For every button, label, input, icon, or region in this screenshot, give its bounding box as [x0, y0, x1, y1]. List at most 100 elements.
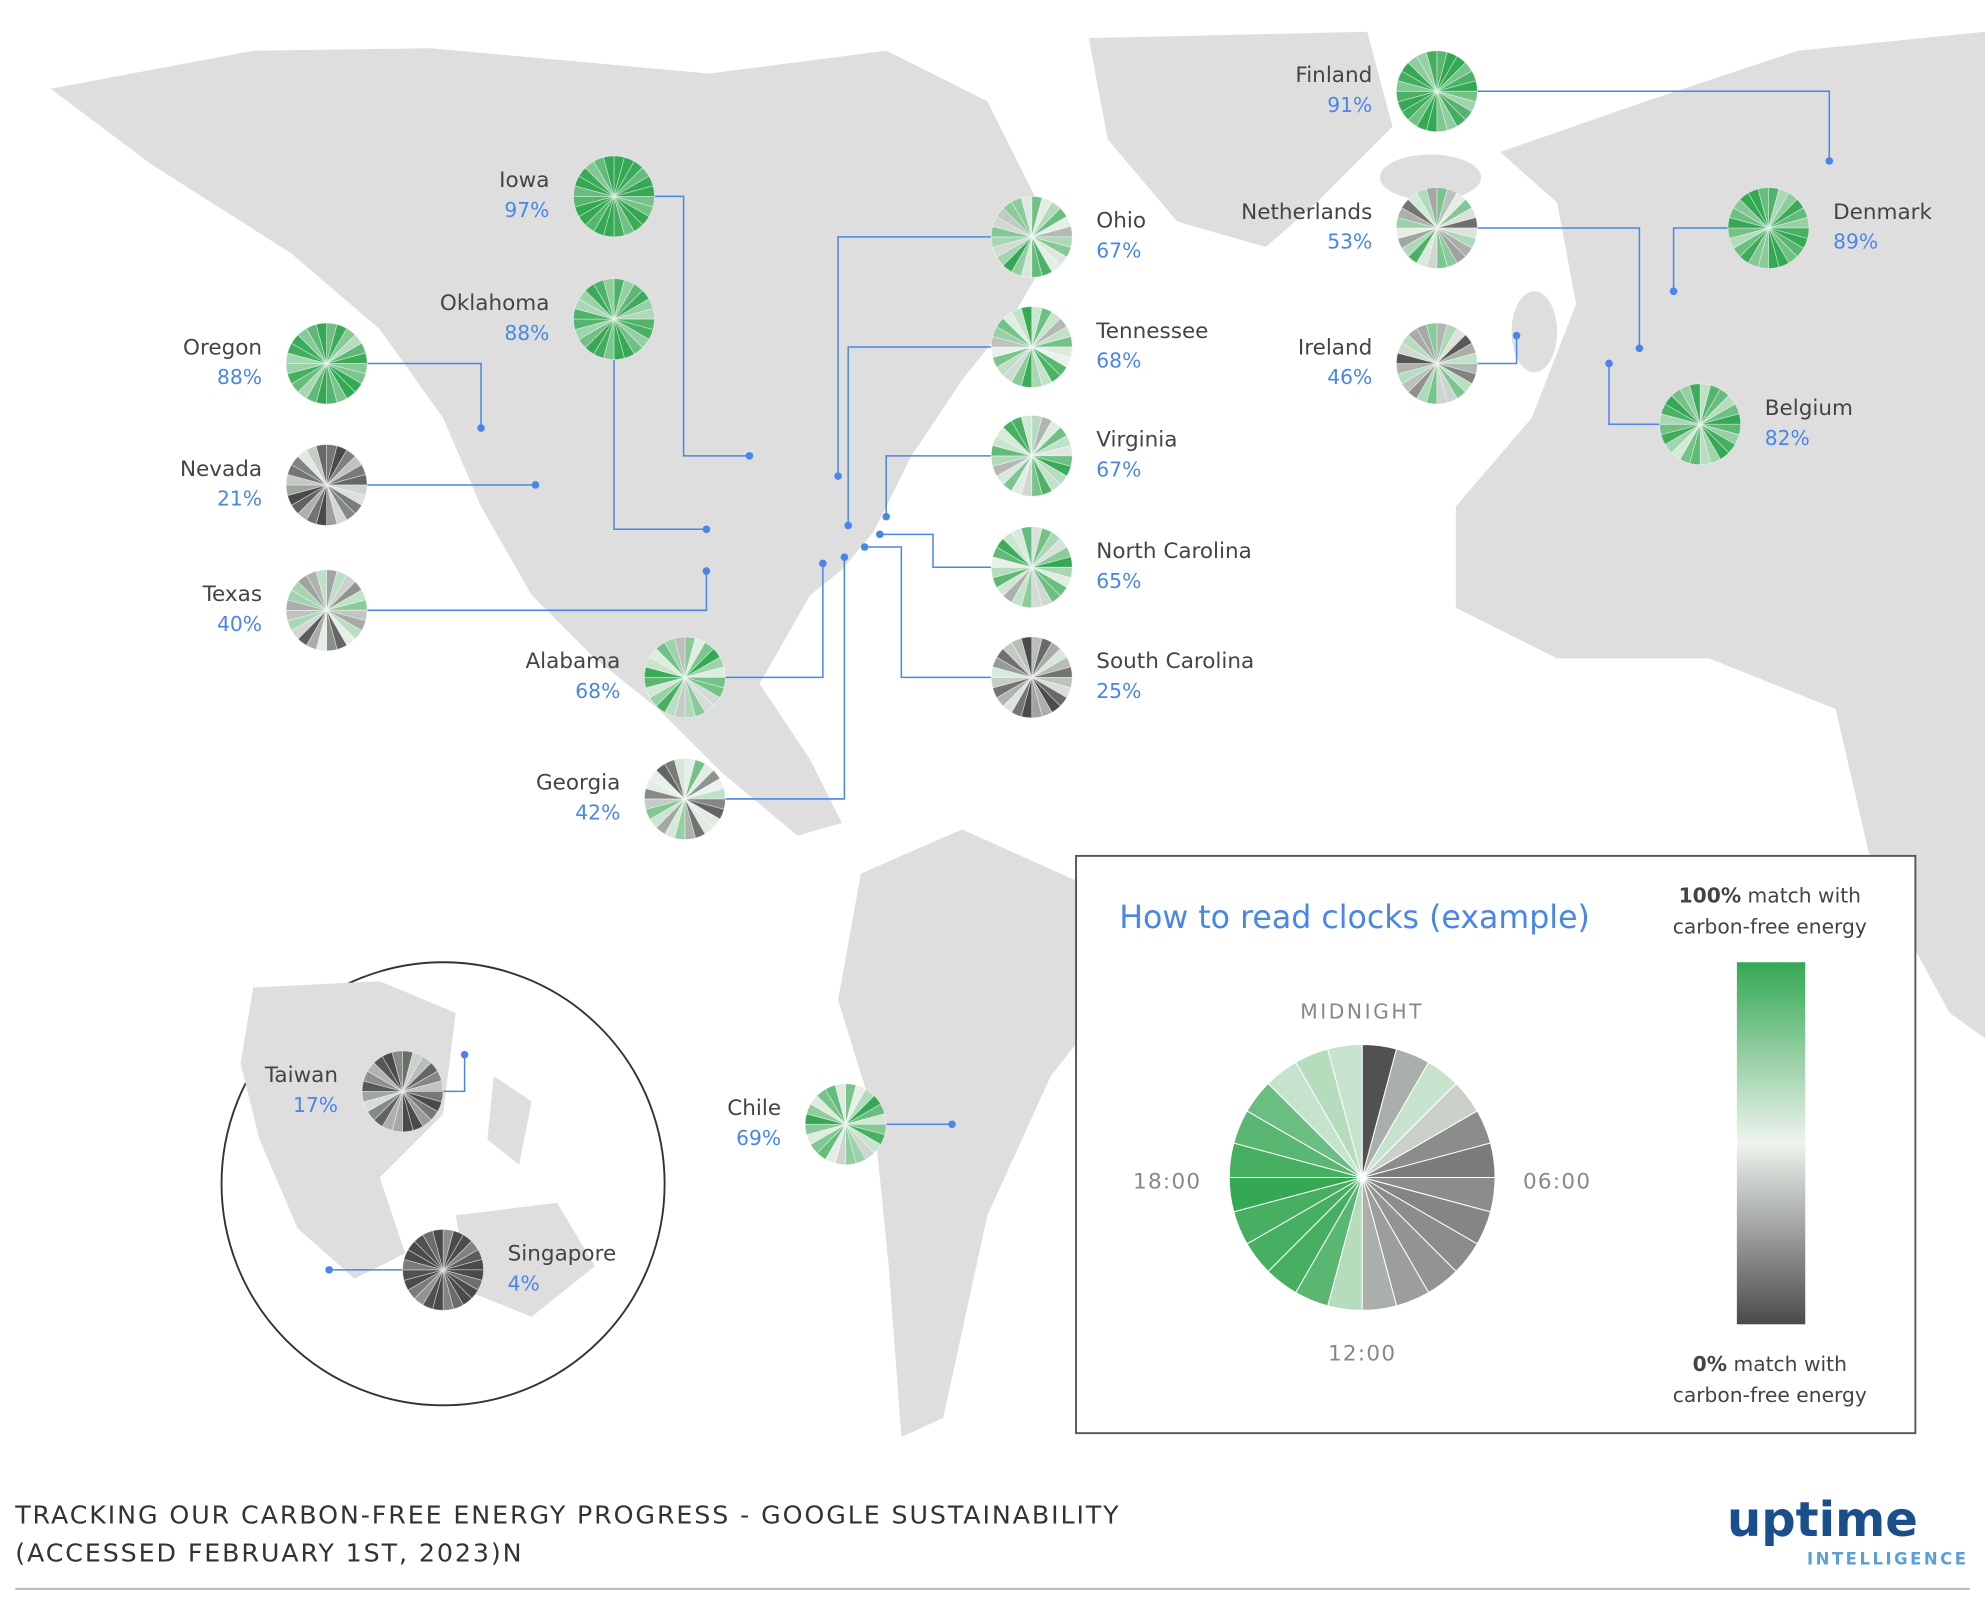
location-dot [876, 530, 884, 539]
location-dot [531, 481, 540, 489]
footer-line: (ACCESSED FEBRUARY 1ST, 2023)N [15, 1539, 523, 1568]
location-dot [1669, 287, 1678, 296]
leader-line [837, 236, 992, 477]
site-percent: 69% [736, 1126, 781, 1150]
site-percent: 67% [1096, 239, 1141, 263]
location-dot [477, 424, 485, 432]
leader-line [1477, 90, 1831, 161]
site-name: Belgium [1765, 396, 1853, 421]
site-percent: 65% [1096, 569, 1141, 593]
site-name: Tennessee [1095, 319, 1208, 344]
site-percent: 17% [293, 1093, 338, 1117]
location-dot [702, 525, 711, 534]
greenland [1088, 31, 1393, 247]
leader-line [847, 346, 992, 526]
location-dot [860, 543, 869, 551]
site-percent: 67% [1096, 458, 1141, 482]
clock-wedge [603, 155, 615, 197]
site-percent: 97% [504, 198, 549, 222]
scale-top: 100% match with [1679, 883, 1861, 907]
site-percent: 82% [1765, 426, 1810, 450]
clock-wedge [1425, 187, 1438, 229]
uk [1511, 291, 1558, 373]
site-percent: 46% [1327, 365, 1372, 389]
leader-line [725, 563, 824, 679]
site-name: Chile [727, 1096, 781, 1121]
scale-top-rest: match with [1741, 883, 1861, 907]
asia-inset-land [240, 981, 595, 1317]
clock-wedge [1425, 322, 1438, 364]
scale-bottom-bold: 0% [1693, 1351, 1727, 1375]
color-scale [1736, 962, 1806, 1325]
sites: Iowa 97% Oklahoma 88% Oregon 88% Nevada 21% Texa… [180, 50, 1933, 1311]
site-name: Denmark [1833, 200, 1932, 225]
site-name: South Carolina [1096, 649, 1254, 674]
site-percent: 68% [1096, 349, 1141, 373]
footer-line: TRACKING OUR CARBON-FREE ENERGY PROGRESS… [14, 1501, 1120, 1530]
iceland [1379, 154, 1482, 201]
location-dot [1635, 344, 1644, 353]
site-name: Texas [202, 582, 262, 607]
site-name: Georgia [536, 771, 620, 796]
time-label: 06:00 [1523, 1170, 1591, 1195]
location-dot [948, 1120, 956, 1129]
clock-wedge [1689, 383, 1701, 425]
site-percent: 21% [217, 487, 262, 511]
site-percent: 88% [217, 365, 262, 389]
site-percent: 91% [1327, 93, 1372, 117]
clock-wedge [673, 636, 686, 678]
location-dot [1512, 331, 1521, 340]
site-name: North Carolina [1096, 539, 1252, 564]
site-name: Iowa [499, 168, 549, 193]
site-name: Oklahoma [440, 291, 550, 316]
scale-top-bold: 100% [1679, 883, 1742, 907]
leader-line [1477, 227, 1641, 349]
site-name: Ohio [1096, 209, 1146, 234]
eurasia-africa [1455, 31, 1985, 1039]
logo-word: uptime [1727, 1492, 1918, 1548]
clock-wedge [1020, 526, 1033, 568]
leader-line [654, 195, 750, 457]
clock-wedge [432, 1228, 444, 1270]
midnight-label: MIDNIGHT [1300, 999, 1424, 1023]
clock-wedge [834, 1083, 847, 1125]
clock-wedge [1425, 50, 1438, 92]
location-dot [819, 559, 827, 568]
site-percent: 25% [1096, 679, 1141, 703]
scale-top-line2: carbon-free energy [1673, 915, 1867, 939]
location-dot [460, 1050, 469, 1059]
location-dot [844, 521, 852, 530]
leader-line [725, 557, 846, 800]
logo-sub: INTELLIGENCE [1807, 1549, 1969, 1568]
north-america [50, 48, 1058, 836]
location-dot [882, 512, 890, 521]
scale-bottom-rest: match with [1727, 1351, 1847, 1375]
time-label: 18:00 [1133, 1170, 1201, 1195]
south-america [838, 829, 1121, 1437]
leader-line [443, 1054, 466, 1093]
site-percent: 40% [217, 612, 262, 636]
clock-wedge [315, 444, 327, 486]
leader-line [1672, 227, 1729, 292]
location-dot [745, 452, 754, 460]
site-name: Ireland [1298, 335, 1372, 360]
clock-wedge [603, 278, 615, 320]
site-percent: 42% [575, 801, 620, 825]
leader-line [367, 571, 708, 612]
example-clock [1228, 1044, 1496, 1311]
leader-line [1477, 335, 1518, 365]
clock-wedge [1020, 306, 1033, 348]
legend-title: How to read clocks (example) [1119, 900, 1590, 936]
leader-line [885, 455, 992, 517]
leader-line [864, 546, 992, 679]
clock-wedge [315, 569, 327, 611]
scale-bottom-line2: carbon-free energy [1673, 1383, 1867, 1407]
site-percent: 53% [1327, 230, 1372, 254]
clock-wedge [673, 758, 686, 800]
site-name: Oregon [183, 335, 262, 360]
site-percent: 89% [1833, 230, 1878, 254]
site-name: Taiwan [264, 1063, 338, 1088]
site-percent: 88% [504, 321, 549, 345]
leader-line [613, 359, 707, 531]
